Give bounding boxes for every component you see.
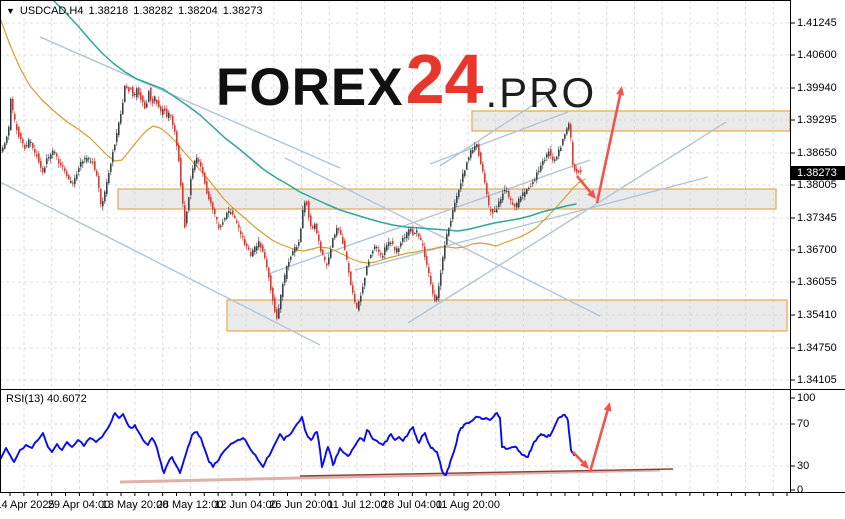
price-tick-label: 1.36700 [797, 244, 837, 256]
forecast-arrowhead [587, 189, 596, 199]
price-tick-label: 1.34750 [797, 342, 837, 354]
rsi-level-label: 0 [797, 484, 804, 496]
date-tick-label: 11 Jul 12:00 [327, 499, 387, 511]
symbol-info-bar: ▼ USDCAD,H4 1.38218 1.38282 1.38204 1.38… [6, 5, 263, 17]
trend-line [39, 36, 341, 169]
date-tick-label: 29 Apr 04:00 [47, 499, 111, 511]
rsi-indicator-label: RSI(13) 40.6072 [6, 393, 87, 405]
forecast-arrowhead [603, 402, 612, 412]
rsi-trendline [299, 468, 674, 477]
trend-line [429, 111, 569, 165]
forecast-arrow [572, 451, 584, 464]
price-tick-label: 1.36055 [797, 276, 837, 288]
price-tick-label: 1.37345 [797, 212, 837, 224]
trend-line [407, 121, 727, 324]
price-tick-label: 1.39295 [797, 114, 837, 126]
trend-line [0, 181, 321, 346]
rsi-level-label: 70 [797, 418, 810, 430]
moving-average-slow [52, 0, 577, 232]
forecast-arrow [595, 94, 622, 204]
ohlc-low: 1.38204 [178, 5, 218, 17]
moving-average-fast [0, 17, 586, 264]
trend-line [267, 159, 591, 275]
forecast-arrow [588, 410, 609, 473]
price-tick-label: 1.38005 [797, 179, 837, 191]
date-tick-label: 12 Jun 04:00 [214, 499, 278, 511]
lower-support-zone [226, 299, 788, 332]
rsi-level-label: 100 [797, 392, 816, 404]
symbol-name: USDCAD,H4 [19, 5, 84, 17]
date-tick-label: 28 May 12:00 [156, 499, 224, 511]
rsi-line [0, 412, 576, 476]
trend-line [354, 176, 709, 271]
date-tick-label: 13 May 20:00 [101, 499, 169, 511]
current-price-tag: 1.38273 [791, 166, 845, 180]
price-tick-label: 1.38650 [797, 147, 837, 159]
date-tick-label: 11 Aug 20:00 [435, 499, 501, 511]
rsi-level-label: 30 [797, 460, 810, 472]
forecast-arrow [575, 175, 592, 193]
ohlc-high: 1.38282 [133, 5, 174, 17]
ohlc-close: 1.38273 [222, 5, 263, 17]
rsi-trendline [119, 468, 661, 484]
ohlc-open: 1.38218 [88, 5, 129, 17]
price-tick-label: 1.35410 [797, 309, 837, 321]
forecast-arrowhead [616, 86, 625, 96]
price-tick-label: 1.40600 [797, 49, 837, 61]
date-tick-label: 28 Jul 04:00 [382, 499, 442, 511]
date-tick-label: 26 Jun 20:00 [269, 499, 333, 511]
mid-support-zone [117, 188, 777, 210]
price-tick-label: 1.39940 [797, 82, 837, 94]
trend-line [284, 157, 601, 317]
forecast-arrowhead [579, 459, 589, 469]
price-tick-label: 1.41245 [797, 17, 837, 29]
date-tick-label: 14 Apr 2025 [0, 499, 55, 511]
candles-layer [0, 83, 582, 321]
symbol-collapse-icon[interactable]: ▼ [6, 6, 15, 16]
price-tick-label: 1.34105 [797, 374, 837, 386]
